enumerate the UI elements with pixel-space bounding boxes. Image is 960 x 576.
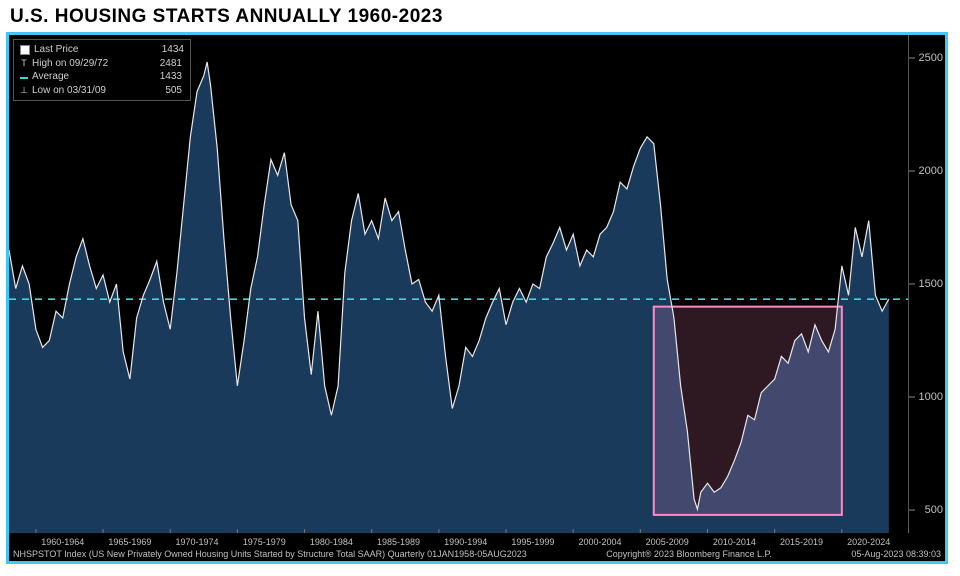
legend-value: 2481 bbox=[146, 57, 182, 71]
legend-row: ⊥ Low on 03/31/09 505 bbox=[20, 84, 184, 98]
chart-footer: NHSPSTOT Index (US New Privately Owned H… bbox=[9, 547, 945, 561]
legend-label: Average bbox=[32, 70, 142, 84]
x-tick-label: 2020-2024 bbox=[847, 537, 890, 547]
plot-area: Last Price1434THigh on 09/29/722481Avera… bbox=[9, 35, 909, 533]
legend-marker-icon bbox=[20, 77, 28, 79]
y-tick-label: 2000 bbox=[919, 165, 943, 177]
y-axis: 500 1000 1500 2000 2500 bbox=[909, 35, 945, 533]
y-tick-label: 1500 bbox=[919, 278, 943, 290]
y-tick-label: 2500 bbox=[919, 52, 943, 64]
x-tick-label: 1965-1969 bbox=[108, 537, 151, 547]
x-tick-label: 1995-1999 bbox=[511, 537, 554, 547]
chart-frame: Last Price1434THigh on 09/29/722481Avera… bbox=[6, 32, 948, 564]
x-tick-label: 1970-1974 bbox=[176, 537, 219, 547]
page-title: U.S. HOUSING STARTS ANNUALLY 1960-2023 bbox=[0, 0, 960, 32]
legend-value: 1434 bbox=[148, 43, 184, 57]
legend-marker-icon: ⊥ bbox=[20, 86, 28, 94]
legend-label: Low on 03/31/09 bbox=[32, 84, 142, 98]
legend-marker-icon bbox=[20, 45, 30, 55]
x-tick-label: 1980-1984 bbox=[310, 537, 353, 547]
x-tick-label: 2010-2014 bbox=[713, 537, 756, 547]
legend-value: 1433 bbox=[146, 70, 182, 84]
x-tick-label: 1985-1989 bbox=[377, 537, 420, 547]
legend-label: Last Price bbox=[34, 43, 144, 57]
legend-row: T High on 09/29/72 2481 bbox=[20, 57, 184, 71]
x-tick-label: 2000-2004 bbox=[579, 537, 622, 547]
x-tick-label: 1990-1994 bbox=[444, 537, 487, 547]
legend-value: 505 bbox=[146, 84, 182, 98]
x-axis: 1960-1964 1965-1969 1970-1974 1975-1979 1980… bbox=[9, 533, 909, 547]
x-tick-label: 2015-2019 bbox=[780, 537, 823, 547]
legend-box: Last Price1434THigh on 09/29/722481Avera… bbox=[13, 39, 191, 101]
chart-svg bbox=[9, 35, 909, 533]
x-tick-label: 1975-1979 bbox=[243, 537, 286, 547]
x-tick-label: 2005-2009 bbox=[646, 537, 689, 547]
legend-label: High on 09/29/72 bbox=[32, 57, 142, 71]
legend-marker-icon: T bbox=[20, 59, 28, 67]
footer-left: NHSPSTOT Index (US New Privately Owned H… bbox=[13, 549, 527, 559]
y-tick-label: 1000 bbox=[919, 391, 943, 403]
legend-row: Average 1433 bbox=[20, 70, 184, 84]
footer-center: Copyright® 2023 Bloomberg Finance L.P. bbox=[606, 549, 772, 559]
y-tick-label: 500 bbox=[925, 504, 943, 516]
x-tick-label: 1960-1964 bbox=[41, 537, 84, 547]
legend-row: Last Price 1434 bbox=[20, 43, 184, 57]
footer-right: 05-Aug-2023 08:39:03 bbox=[851, 549, 941, 559]
